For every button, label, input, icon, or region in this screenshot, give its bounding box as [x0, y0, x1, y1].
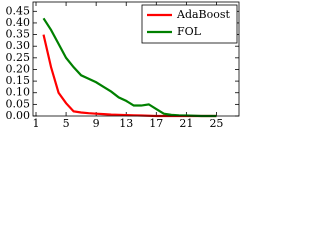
y-tick-label: 0.20: [6, 62, 31, 75]
y-tick-label: 0.30: [6, 39, 31, 52]
y-tick-label: 0.05: [6, 97, 31, 110]
y-tick-label: 0.25: [6, 51, 31, 64]
y-tick-label: 0.35: [6, 28, 31, 41]
x-tick-label: 17: [149, 117, 163, 130]
plot-frame: [32, 1, 240, 117]
legend-box: [141, 4, 238, 44]
legend-label: AdaBoost: [176, 8, 231, 21]
x-tick-label: 25: [209, 117, 223, 130]
x-tick-label: 21: [179, 117, 193, 130]
series-line: [42, 17, 217, 118]
y-tick-label: 0.45: [6, 4, 31, 17]
y-tick-label: 0.40: [6, 16, 31, 29]
x-tick-label: 9: [93, 117, 100, 130]
x-tick-label: 5: [63, 117, 70, 130]
y-tick-label: 0.10: [6, 86, 31, 99]
legend-label: FOL: [177, 25, 202, 38]
y-tick-label: 0.15: [6, 74, 31, 87]
y-tick-label: 0.00: [6, 109, 31, 122]
x-tick-label: 13: [119, 117, 133, 130]
x-tick-label: 1: [33, 117, 40, 130]
chart: 0.000.050.100.150.200.250.300.350.400.45…: [6, 1, 240, 130]
